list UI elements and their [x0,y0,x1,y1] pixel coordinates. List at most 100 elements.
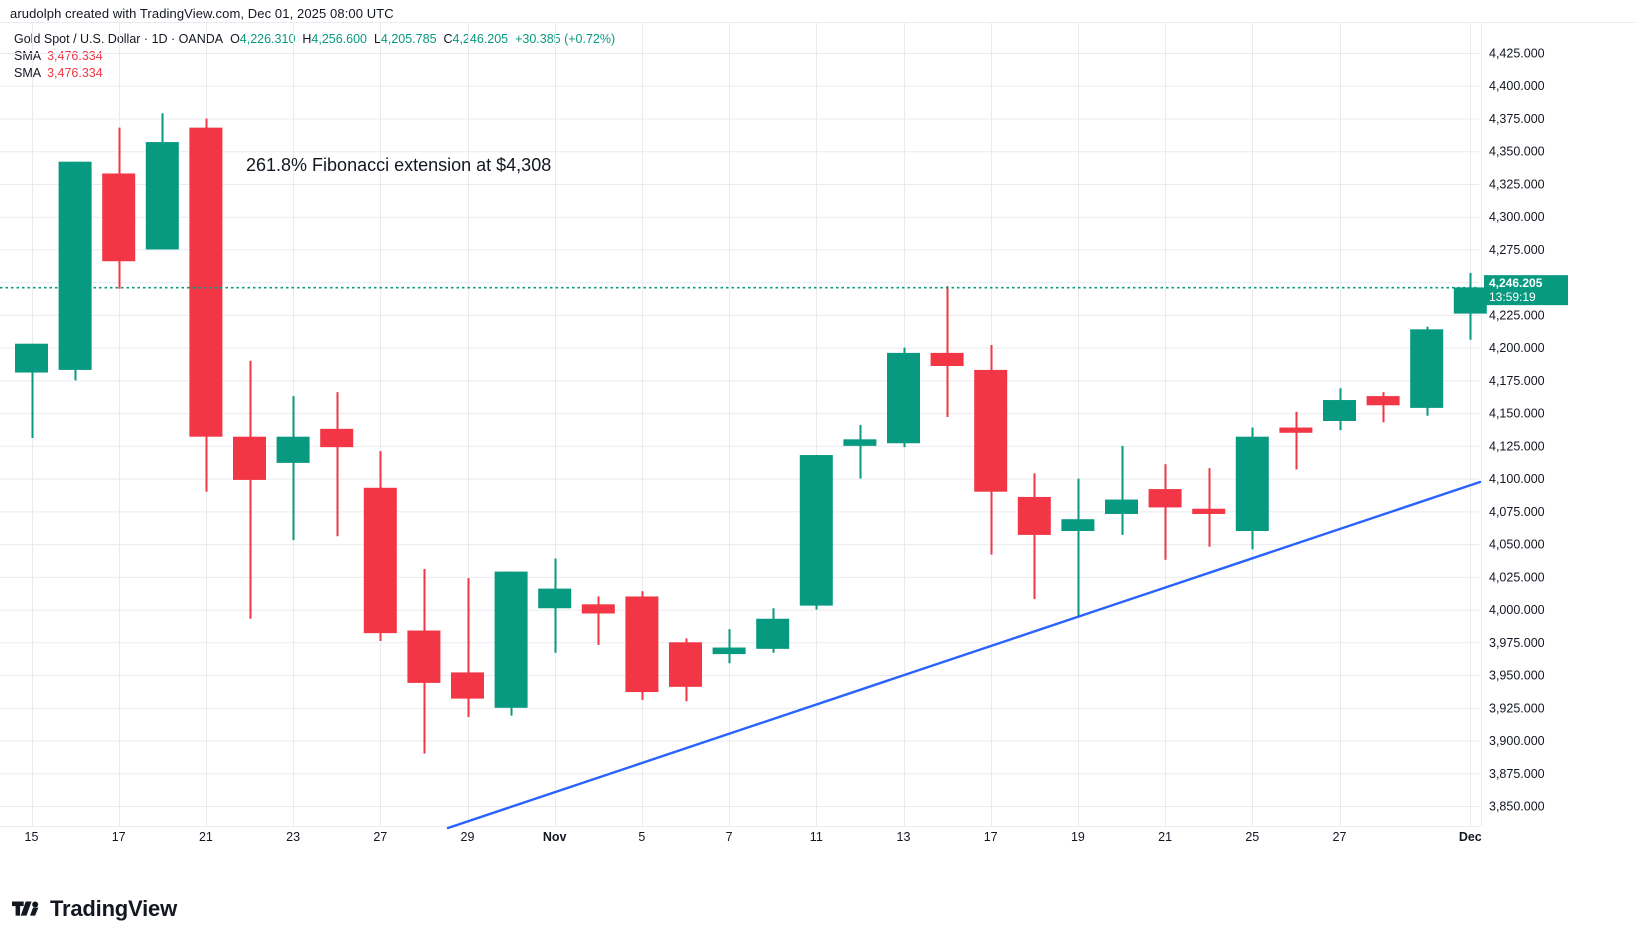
candle-7 [320,392,354,537]
candle-27 [1192,468,1226,547]
candle-17 [756,608,790,653]
candle-26 [1148,464,1182,560]
candle-11 [494,571,528,716]
candle-13 [581,596,615,645]
candle-20 [887,347,920,448]
time-tick-label-16: Dec [1459,830,1482,844]
price-tick-label-19: 3,950.000 [1489,669,1545,683]
time-tick-label-9: 11 [810,830,823,844]
candle-body-12 [538,588,572,609]
legend-close-key: C [443,32,453,46]
candle-0 [15,343,48,439]
fibonacci-annotation-text[interactable]: 261.8% Fibonacci extension at $4,308 [246,155,551,175]
candle-18 [799,455,833,610]
candle-body-15 [669,642,702,687]
candle-33 [1453,273,1487,340]
candle-body-31 [1366,396,1400,406]
time-tick-label-14: 25 [1245,830,1259,844]
candle-body-9 [407,630,441,683]
candle-body-0 [15,343,48,373]
candle-4 [189,118,223,492]
candle-28 [1235,427,1269,550]
candle-body-24 [1061,519,1095,531]
candle-15 [669,638,702,702]
grid-lines [0,22,1635,827]
candle-body-23 [1017,496,1051,535]
price-tick-label-18: 3,975.000 [1489,636,1545,650]
candle-body-13 [581,604,615,614]
price-tick-label-2: 4,375.000 [1489,112,1545,126]
legend-indicator-value-0: 3,476.334 [47,49,103,63]
legend-open-value: 4,226.310 [239,32,296,46]
time-axis[interactable]: 15 17 21 23 27 29 Nov 5 7 11 13 17 19 21 25 27 Dec [25,830,1482,844]
price-tick-label-23: 3,850.000 [1489,800,1545,814]
legend-indicator-name-1[interactable]: SMA [14,66,42,80]
trendline[interactable] [446,480,1482,830]
legend-symbol[interactable]: Gold Spot / U.S. Dollar [14,32,141,46]
price-tag-price: 4,246.205 [1489,276,1543,290]
tradingview-logo-icon [12,901,39,916]
candle-body-2 [102,173,136,262]
time-tick-label-0: 15 [25,830,39,844]
price-tag-background [1484,275,1568,306]
legend-indicator-name-0[interactable]: SMA [14,49,42,63]
candle-31 [1366,392,1400,423]
legend-sep-1: · [140,32,152,46]
candle-body-16 [712,647,746,655]
legend-low-value: 4,205.785 [380,32,437,46]
legend-interval[interactable]: 1D [151,32,168,46]
price-tick-label-10: 4,175.000 [1489,374,1545,388]
candle-body-20 [887,352,920,444]
candle-14 [625,591,659,700]
price-tick-label-11: 4,150.000 [1489,407,1545,421]
candle-body-28 [1235,436,1269,531]
candle-body-4 [189,127,223,437]
price-tick-label-13: 4,100.000 [1489,472,1545,486]
candle-body-19 [843,439,877,446]
time-tick-label-1: 17 [112,830,126,844]
legend-exchange: OANDA [178,32,224,46]
time-tick-label-15: 27 [1333,830,1347,844]
price-tick-label-14: 4,075.000 [1489,505,1545,519]
legend-high-key: H [302,32,312,46]
candle-3 [145,113,179,250]
tradingview-brand-name: TradingView [50,896,177,921]
legend-close-value: 4,246.205 [452,32,509,46]
tradingview-brand[interactable]: TradingView [12,896,177,922]
time-tick-label-7: 5 [638,830,645,844]
price-tick-label-8: 4,225.000 [1489,308,1545,322]
legend-indicator-row-1: SMA 3,476.334 [14,65,615,82]
candle-body-25 [1105,499,1138,514]
candle-2 [102,127,136,289]
legend-change: +30.385 (+0.72%) [515,32,616,46]
price-tick-label-1: 4,400.000 [1489,79,1545,93]
candle-25 [1105,445,1138,535]
price-tick-label-17: 4,000.000 [1489,603,1545,617]
candle-24 [1061,478,1095,617]
candle-body-6 [276,436,310,463]
price-tick-label-22: 3,875.000 [1489,767,1545,781]
price-tick-label-0: 4,425.000 [1489,47,1545,61]
candle-body-30 [1323,400,1356,421]
price-tick-label-21: 3,900.000 [1489,734,1545,748]
legend-title-row: Gold Spot / U.S. Dollar · 1D · OANDA O4,… [14,31,615,48]
time-tick-label-11: 17 [984,830,998,844]
time-tick-label-3: 23 [286,830,300,844]
candle-body-21 [930,352,964,366]
candle-body-11 [494,571,528,708]
price-tick-label-12: 4,125.000 [1489,439,1545,453]
candle-29 [1279,411,1313,470]
price-axis[interactable]: 4,425.000 4,400.000 4,375.000 4,350.000 4,32… [1489,47,1545,814]
legend-indicator-row-0: SMA 3,476.334 [14,48,615,65]
candle-19 [843,424,877,479]
candle-body-10 [451,672,484,699]
price-tick-label-20: 3,925.000 [1489,701,1545,715]
candle-6 [276,396,310,541]
time-tick-label-6: Nov [543,830,567,844]
legend-low-key: L [373,32,381,46]
price-tick-label-5: 4,300.000 [1489,210,1545,224]
time-tick-label-4: 27 [373,830,387,844]
